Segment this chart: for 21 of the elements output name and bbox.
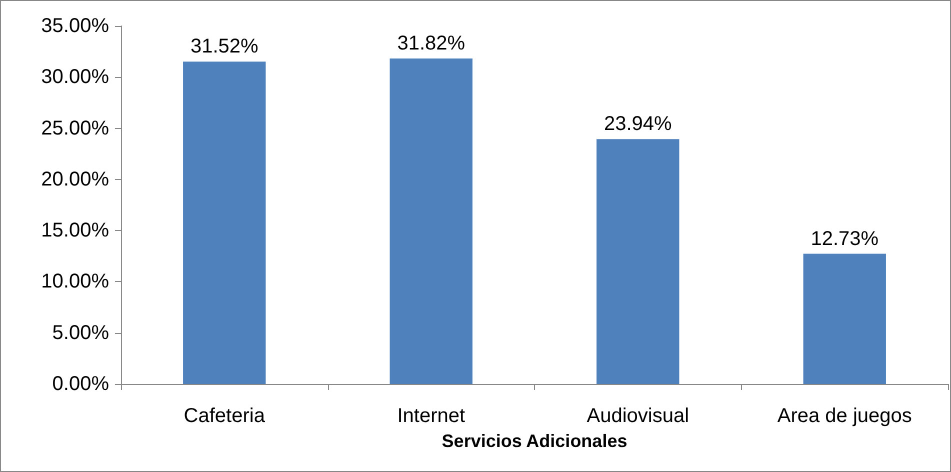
data-label: 31.52% (190, 36, 258, 58)
x-tick-label: Cafeteria (184, 405, 266, 427)
y-tick-label: 35.00% (41, 15, 110, 37)
data-label: 31.82% (397, 32, 466, 55)
bar (803, 254, 886, 384)
bar (183, 62, 266, 384)
x-tick-label: Audiovisual (586, 405, 690, 427)
data-label: 12.73% (810, 228, 879, 250)
x-tick-label: Internet (397, 405, 466, 427)
y-tick-label: 10.00% (41, 270, 110, 293)
x-tick-label: Area de juegos (777, 405, 912, 427)
data-label: 23.94% (604, 113, 672, 136)
bar (390, 58, 472, 384)
y-tick-label: 25.00% (41, 117, 110, 140)
x-axis-title: Servicios Adicionales (442, 431, 628, 451)
bar (596, 139, 680, 384)
y-tick-label: 20.00% (41, 168, 110, 190)
y-tick-label: 15.00% (41, 220, 110, 242)
y-tick-label: 30.00% (41, 66, 110, 88)
y-tick-label: 5.00% (52, 322, 110, 344)
y-tick-label: 0.00% (52, 373, 110, 395)
